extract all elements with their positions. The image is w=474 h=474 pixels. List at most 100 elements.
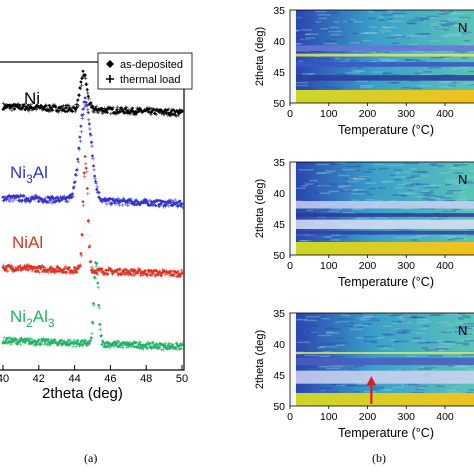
point-thermal-load	[117, 340, 122, 345]
heatmap-cell	[365, 198, 375, 201]
point-thermal-load	[20, 106, 25, 111]
point-thermal-load	[92, 110, 96, 114]
point-as-deposited	[75, 105, 79, 110]
heatmap-cell	[306, 315, 321, 318]
heatmap-cell	[341, 189, 350, 191]
heatmap-cell	[414, 17, 429, 19]
heatmap-cell	[382, 14, 393, 16]
heatmap-cell	[440, 55, 452, 58]
point-as-deposited	[123, 107, 127, 111]
heatmap-cell	[466, 391, 474, 394]
heatmap-cell	[328, 383, 343, 386]
point-thermal-load	[115, 270, 120, 275]
heatmap-cell	[310, 331, 320, 334]
heatmap-cell	[452, 24, 465, 27]
heatmap-cell	[458, 318, 464, 320]
heatmap-cell	[335, 321, 350, 324]
heatmap-cell	[301, 29, 313, 31]
heatmap-cell	[461, 354, 474, 356]
point-thermal-load	[67, 103, 71, 108]
point-thermal-load	[105, 272, 110, 277]
point-thermal-load	[13, 196, 17, 201]
y-tick-label: 50	[273, 401, 285, 413]
heatmap-cell	[440, 197, 452, 199]
heatmap-cell	[378, 19, 386, 21]
point-as-deposited	[132, 345, 137, 349]
heatmap-cell	[382, 181, 390, 183]
heatmap-cell	[336, 384, 345, 387]
point-as-deposited	[85, 186, 89, 191]
point-as-deposited	[76, 98, 80, 102]
x-tick-label: 100	[320, 108, 338, 120]
heatmap-cell	[454, 50, 469, 53]
heatmap-high-intensity-region	[290, 392, 474, 406]
heatmap-cell	[318, 334, 332, 337]
point-thermal-load	[78, 263, 83, 267]
heatmap-cell	[391, 194, 406, 196]
point-thermal-load	[78, 86, 83, 91]
point-as-deposited	[95, 261, 99, 266]
heatmap-cell	[411, 340, 425, 342]
heatmap-cell	[396, 329, 412, 332]
point-as-deposited	[37, 199, 41, 204]
heatmap-cell	[367, 61, 377, 63]
point-thermal-load	[71, 194, 75, 198]
heatmap-cell	[430, 25, 441, 27]
point-thermal-load	[180, 271, 185, 275]
heatmap-cell	[459, 338, 471, 341]
heatmap-cell	[425, 341, 439, 344]
heatmap-cell	[454, 172, 464, 174]
heatmap-cell	[331, 234, 342, 236]
heatmap-cell	[457, 316, 471, 319]
point-thermal-load	[96, 285, 101, 290]
heatmap-cell	[448, 391, 461, 393]
heatmap-panel-1: N 35 40 45 50 2theta (deg) 0 100 200 300 400Temper…	[254, 5, 474, 137]
point-thermal-load	[151, 271, 155, 276]
heatmap-cell	[447, 11, 458, 14]
heatmap-band	[290, 370, 474, 384]
heatmap-cell	[348, 59, 359, 62]
heatmap-cell	[299, 10, 308, 12]
heatmap-cell	[454, 164, 468, 166]
point-thermal-load	[172, 272, 176, 277]
heatmap-cell	[451, 68, 459, 70]
panel-a-series	[1, 69, 185, 352]
heatmap-cell	[422, 198, 430, 200]
heatmap-cell	[329, 163, 337, 166]
heatmap-cell	[382, 72, 393, 74]
point-as-deposited	[100, 267, 104, 271]
heatmap-cell	[366, 193, 374, 196]
point-thermal-load	[148, 106, 152, 110]
heatmap-cell	[461, 327, 474, 329]
heatmap-cell	[459, 52, 466, 54]
heatmap-cell	[341, 183, 349, 185]
x-tick-label: 40	[0, 373, 9, 385]
x-tick-label: 400	[436, 108, 454, 120]
legend-marker-plus	[106, 75, 114, 83]
point-thermal-load	[93, 176, 97, 181]
heatmap-cell	[328, 365, 344, 367]
arrow-head	[366, 376, 377, 386]
heatmap-cell	[299, 38, 311, 41]
heatmap-cell	[304, 319, 318, 322]
heatmap-cell	[468, 70, 474, 73]
heatmap-cell	[446, 22, 458, 24]
heatmap-cell	[326, 367, 341, 370]
point-thermal-load	[157, 204, 162, 209]
heatmap-cell	[363, 32, 376, 34]
heatmap-cell	[419, 191, 434, 194]
heatmap-cell	[409, 216, 416, 218]
heatmap-cell	[410, 177, 423, 180]
point-as-deposited	[58, 266, 62, 271]
heatmap-cell	[436, 339, 443, 342]
point-thermal-load	[88, 243, 92, 248]
point-as-deposited	[64, 106, 68, 110]
heatmap-cell	[433, 198, 445, 200]
point-thermal-load	[141, 347, 146, 351]
heatmap-cell	[368, 187, 376, 190]
heatmap-cell	[406, 22, 416, 24]
heatmap-cell	[399, 317, 407, 320]
heatmap-cell	[313, 369, 320, 372]
heatmap-cell	[462, 31, 472, 34]
heatmap-cell	[356, 66, 363, 69]
